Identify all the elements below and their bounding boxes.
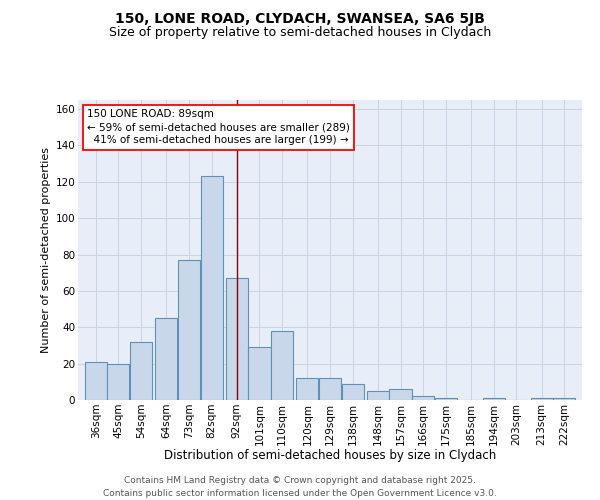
Bar bbox=[130, 342, 152, 400]
Bar bbox=[319, 378, 341, 400]
Text: Size of property relative to semi-detached houses in Clydach: Size of property relative to semi-detach… bbox=[109, 26, 491, 39]
Text: 150 LONE ROAD: 89sqm
← 59% of semi-detached houses are smaller (289)
  41% of se: 150 LONE ROAD: 89sqm ← 59% of semi-detac… bbox=[87, 109, 350, 146]
Bar bbox=[435, 398, 457, 400]
Bar bbox=[367, 391, 389, 400]
Bar bbox=[296, 378, 319, 400]
Bar bbox=[553, 398, 575, 400]
Bar bbox=[226, 278, 248, 400]
Bar bbox=[530, 398, 553, 400]
Bar bbox=[271, 331, 293, 400]
Bar bbox=[389, 389, 412, 400]
Bar bbox=[412, 396, 434, 400]
Bar bbox=[155, 318, 178, 400]
Bar bbox=[482, 398, 505, 400]
Text: 150, LONE ROAD, CLYDACH, SWANSEA, SA6 5JB: 150, LONE ROAD, CLYDACH, SWANSEA, SA6 5J… bbox=[115, 12, 485, 26]
Text: Contains HM Land Registry data © Crown copyright and database right 2025.
Contai: Contains HM Land Registry data © Crown c… bbox=[103, 476, 497, 498]
Bar bbox=[178, 260, 200, 400]
Bar bbox=[341, 384, 364, 400]
Y-axis label: Number of semi-detached properties: Number of semi-detached properties bbox=[41, 147, 52, 353]
Bar bbox=[248, 348, 271, 400]
Bar bbox=[85, 362, 107, 400]
Bar bbox=[200, 176, 223, 400]
Bar bbox=[107, 364, 130, 400]
X-axis label: Distribution of semi-detached houses by size in Clydach: Distribution of semi-detached houses by … bbox=[164, 449, 496, 462]
